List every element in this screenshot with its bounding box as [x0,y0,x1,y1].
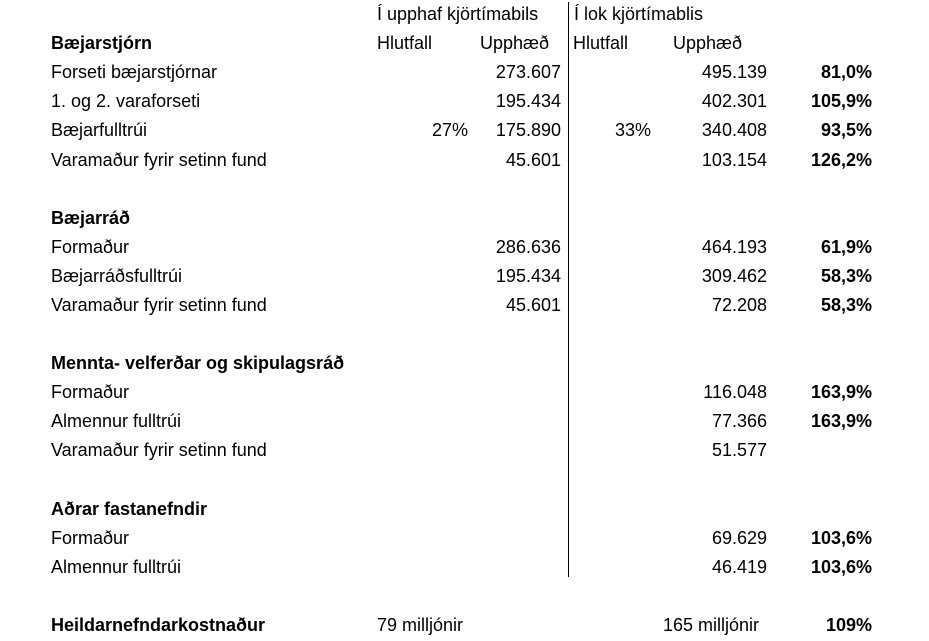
upphaed-end-value: 116.048 [703,382,767,403]
row-label: Varamaður fyrir setinn fund [51,149,267,170]
table-row: 1. og 2. varaforseti 195.434 402.301 105… [0,87,929,116]
table-row: Almennur fulltrúi 77.366 163,9% [0,407,929,436]
table-row: Varamaður fyrir setinn fund 51.577 [0,436,929,465]
upphaed-start-value: 45.601 [505,149,561,170]
period-end-header: Í lok kjörtímablis [574,4,704,25]
upphaed-start-value: 175.890 [495,120,561,141]
change-percent: 126,2% [810,149,872,170]
upphaed-end-header: Upphæð [673,33,743,54]
upphaed-end-value: 46.419 [711,556,767,577]
upphaed-start-value: 273.607 [495,62,561,83]
period-header-row: Í upphaf kjörtímabils Í lok kjörtímablis [0,0,929,29]
upphaed-end-value: 72.208 [711,294,767,315]
spacer-row [0,466,929,495]
table-row: Bæjarfulltrúi 27% 175.890 33% 340.408 93… [0,116,929,145]
change-percent: 103,6% [810,527,872,548]
column-header-row: Bæjarstjórn Hlutfall Upphæð Hlutfall Upp… [0,29,929,58]
row-label: Almennur fulltrúi [51,556,182,577]
row-label: Bæjarfulltrúi [51,120,148,141]
totals-row: Heildarnefndarkostnaður 79 milljónir 165… [0,611,929,640]
spacer-row [0,582,929,611]
section-header-row: Aðrar fastanefndir [0,495,929,524]
change-percent: 163,9% [810,411,872,432]
upphaed-start-value: 195.434 [495,91,561,112]
row-label: Formaður [51,527,130,548]
section-header-row: Mennta- velferðar og skipulagsráð [0,349,929,378]
total-end-value: 165 milljónir [663,615,760,636]
upphaed-end-value: 309.462 [701,265,767,286]
spacer-row [0,320,929,349]
table-row: Forseti bæjarstjórnar 273.607 495.139 81… [0,58,929,87]
table-row: Almennur fulltrúi 46.419 103,6% [0,553,929,582]
section-header-row: Bæjarráð [0,204,929,233]
upphaed-end-value: 340.408 [701,120,767,141]
change-percent: 81,0% [820,62,872,83]
upphaed-end-value: 103.154 [701,149,767,170]
change-percent: 105,9% [810,91,872,112]
hlutfall-end-header: Hlutfall [573,33,629,54]
upphaed-start-value: 286.636 [495,236,561,257]
upphaed-end-value: 69.629 [711,527,767,548]
change-percent: 61,9% [820,236,872,257]
change-percent: 103,6% [810,556,872,577]
row-label: Formaður [51,382,130,403]
upphaed-start-value: 195.434 [495,265,561,286]
section-title: Bæjarráð [51,207,131,228]
upphaed-start-header: Upphæð [480,33,550,54]
row-label: Bæjarráðsfulltrúi [51,265,183,286]
change-percent: 58,3% [820,294,872,315]
change-percent: 93,5% [820,120,872,141]
hlutfall-end-value: 33% [614,120,651,141]
table-row: Formaður 286.636 464.193 61,9% [0,233,929,262]
row-label: Formaður [51,236,130,257]
total-percent: 109% [825,615,872,636]
spacer-row [0,175,929,204]
hlutfall-start-header: Hlutfall [377,33,433,54]
column-divider-line [568,2,569,577]
row-label: Almennur fulltrúi [51,411,182,432]
upphaed-end-value: 495.139 [701,62,767,83]
upphaed-start-value: 45.601 [505,294,561,315]
table-row: Formaður 69.629 103,6% [0,524,929,553]
total-label: Heildarnefndarkostnaður [51,615,266,636]
table-row: Formaður 116.048 163,9% [0,378,929,407]
row-label: Varamaður fyrir setinn fund [51,440,267,461]
table-row: Varamaður fyrir setinn fund 45.601 72.20… [0,291,929,320]
change-percent: 58,3% [820,265,872,286]
upphaed-end-value: 402.301 [701,91,767,112]
period-start-header: Í upphaf kjörtímabils [377,4,539,25]
section-title: Bæjarstjórn [51,33,153,54]
table-row: Varamaður fyrir setinn fund 45.601 103.1… [0,145,929,174]
upphaed-end-value: 77.366 [711,411,767,432]
hlutfall-start-value: 27% [431,120,468,141]
row-label: Varamaður fyrir setinn fund [51,294,267,315]
row-label: Forseti bæjarstjórnar [51,62,218,83]
row-label: 1. og 2. varaforseti [51,91,201,112]
table-row: Bæjarráðsfulltrúi 195.434 309.462 58,3% [0,262,929,291]
change-percent: 163,9% [810,382,872,403]
section-title: Mennta- velferðar og skipulagsráð [51,353,345,374]
upphaed-end-value: 464.193 [701,236,767,257]
section-title: Aðrar fastanefndir [51,498,208,519]
total-start-value: 79 milljónir [377,615,464,636]
upphaed-end-value: 51.577 [711,440,767,461]
